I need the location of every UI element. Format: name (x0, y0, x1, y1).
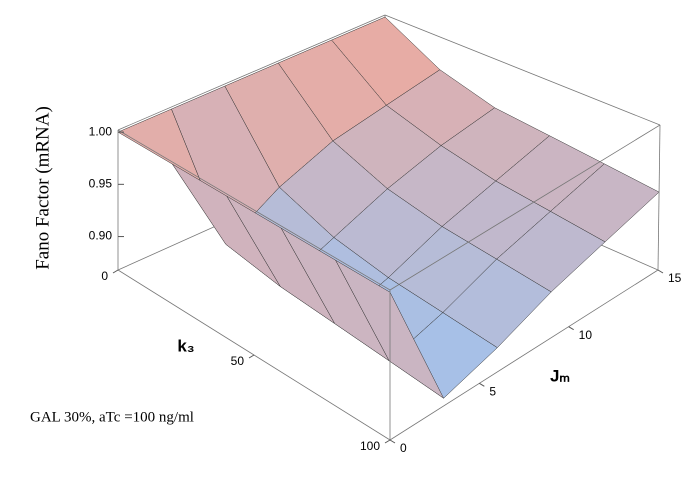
x-tick (248, 354, 255, 359)
y-tick-label: 0 (400, 441, 407, 455)
x-tick (112, 269, 119, 274)
box-edge (389, 269, 659, 441)
box-edge (117, 129, 391, 291)
x-tick-label: 100 (360, 439, 380, 453)
z-tick-label: 0.90 (89, 229, 113, 243)
y-tick (389, 439, 396, 444)
y-tick (568, 326, 574, 331)
surface (117, 16, 660, 399)
x-tick-label: 0 (101, 269, 108, 283)
y-tick (657, 269, 664, 274)
y-tick-label: 5 (489, 385, 496, 399)
z-tick-label: 0.95 (89, 177, 113, 191)
annotation: GAL 30%, aTc =100 ng/ml (30, 409, 194, 425)
box-edge (384, 14, 661, 126)
y-tick-label: 10 (579, 328, 593, 342)
x-axis-label: k₃ (177, 336, 194, 355)
x-tick-label: 50 (231, 354, 245, 368)
y-axis-label: Jₘ (550, 366, 570, 385)
box-edge (117, 14, 386, 131)
y-tick-label: 15 (668, 271, 682, 285)
y-tick (479, 382, 485, 387)
x-tick (384, 439, 391, 444)
z-axis-label: Fano Factor (mRNA) (32, 106, 53, 270)
box-edge (389, 124, 661, 291)
z-tick-label: 1.00 (89, 124, 113, 138)
box-edge (657, 124, 661, 271)
